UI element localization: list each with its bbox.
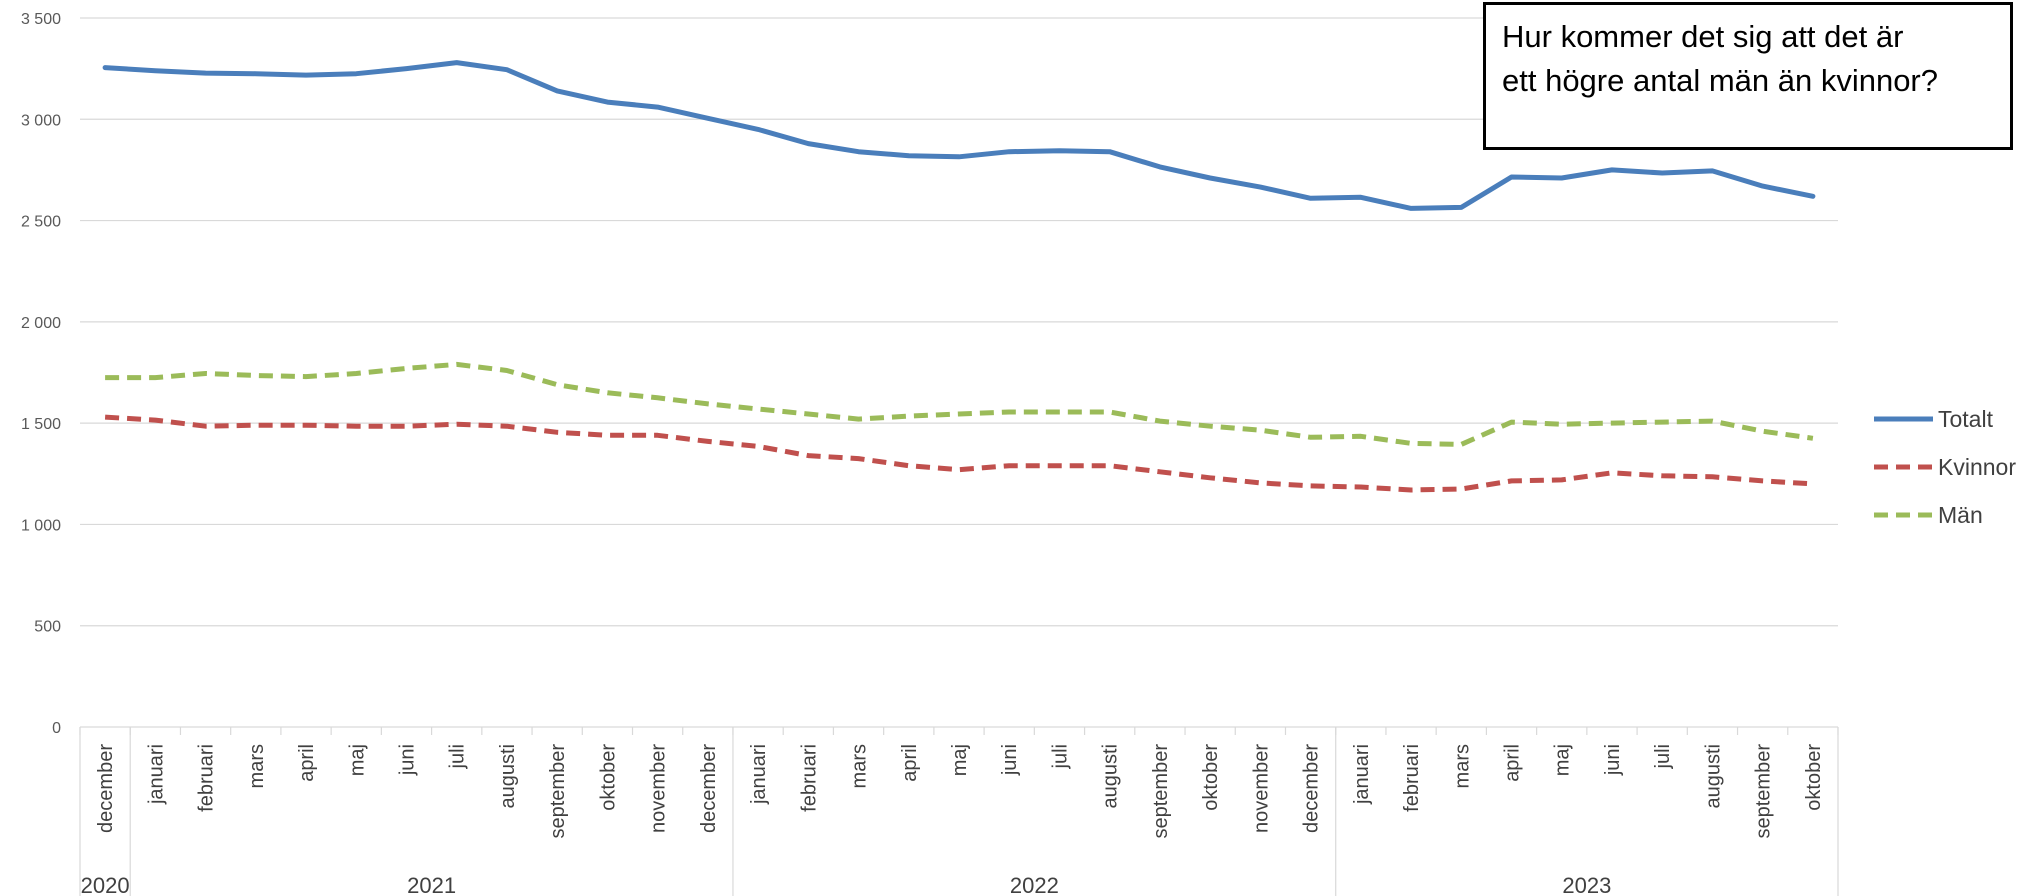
month-label: augusti: [497, 744, 519, 809]
month-label: juli: [1049, 744, 1071, 769]
series-line-kvinnor: [104, 414, 1814, 493]
legend-label: Kvinnor: [1938, 454, 2016, 480]
year-label: 2023: [1562, 873, 1611, 896]
y-tick-label: 3 000: [21, 112, 61, 129]
month-label: oktober: [1803, 744, 1825, 811]
month-label: oktober: [597, 744, 619, 811]
month-label: maj: [1552, 744, 1574, 776]
gridlines: [80, 17, 1838, 728]
month-label: augusti: [1100, 744, 1122, 809]
month-label: juni: [396, 744, 418, 776]
y-axis: 0 500 1 000 1 500 2 000 2 500 3 000 3 500: [21, 11, 61, 737]
month-label: december: [1301, 744, 1323, 833]
y-tick-label: 0: [52, 720, 61, 737]
month-label: maj: [346, 744, 368, 776]
month-label: januari: [1351, 744, 1373, 805]
month-label: december: [698, 744, 720, 833]
month-label: juni: [1602, 744, 1624, 776]
month-label: juni: [999, 744, 1021, 776]
y-tick-label: 1 500: [21, 416, 61, 433]
year-label: 2022: [1010, 873, 1059, 896]
month-label: april: [296, 744, 318, 782]
month-label: juli: [1652, 744, 1674, 769]
y-tick-label: 500: [34, 619, 61, 636]
year-label: 2021: [407, 873, 456, 896]
month-label: september: [1753, 744, 1775, 839]
y-tick-label: 2 000: [21, 315, 61, 332]
month-label: april: [1502, 744, 1524, 782]
month-label: april: [899, 744, 921, 782]
callout-line-2: ett högre antal män än kvinnor?: [1502, 63, 1938, 98]
month-label: september: [547, 744, 569, 839]
month-label: oktober: [1200, 744, 1222, 811]
month-label: mars: [1451, 744, 1473, 788]
month-label: november: [1250, 744, 1272, 833]
year-label: 2020: [81, 873, 130, 896]
month-label: december: [95, 744, 117, 833]
month-label: november: [648, 744, 670, 833]
month-label: mars: [246, 744, 268, 788]
series-line-totalt: [102, 60, 1816, 211]
month-label: januari: [748, 744, 770, 805]
month-label: februari: [196, 744, 218, 812]
callout-line-1: Hur kommer det sig att det är: [1502, 19, 1904, 54]
y-tick-label: 1 000: [21, 517, 61, 534]
legend: Totalt Kvinnor Män: [1874, 406, 2016, 528]
legend-label: Män: [1938, 502, 1983, 528]
y-tick-label: 3 500: [21, 11, 61, 28]
question-callout: Hur kommer det sig att det är ett högre …: [1483, 2, 2013, 150]
series-lines: [102, 60, 1816, 493]
month-label: maj: [949, 744, 971, 776]
month-label: juli: [447, 744, 469, 769]
month-label: september: [1150, 744, 1172, 839]
x-axis: 2020 2021 2022 2023 december januari februari m…: [79, 727, 1839, 896]
legend-label: Totalt: [1938, 406, 1994, 432]
month-label: februari: [1401, 744, 1423, 812]
series-line-män: [105, 361, 1814, 447]
month-label: januari: [145, 744, 167, 805]
month-label: mars: [849, 744, 871, 788]
y-tick-label: 2 500: [21, 214, 61, 231]
month-label: augusti: [1702, 744, 1724, 809]
month-label: februari: [798, 744, 820, 812]
